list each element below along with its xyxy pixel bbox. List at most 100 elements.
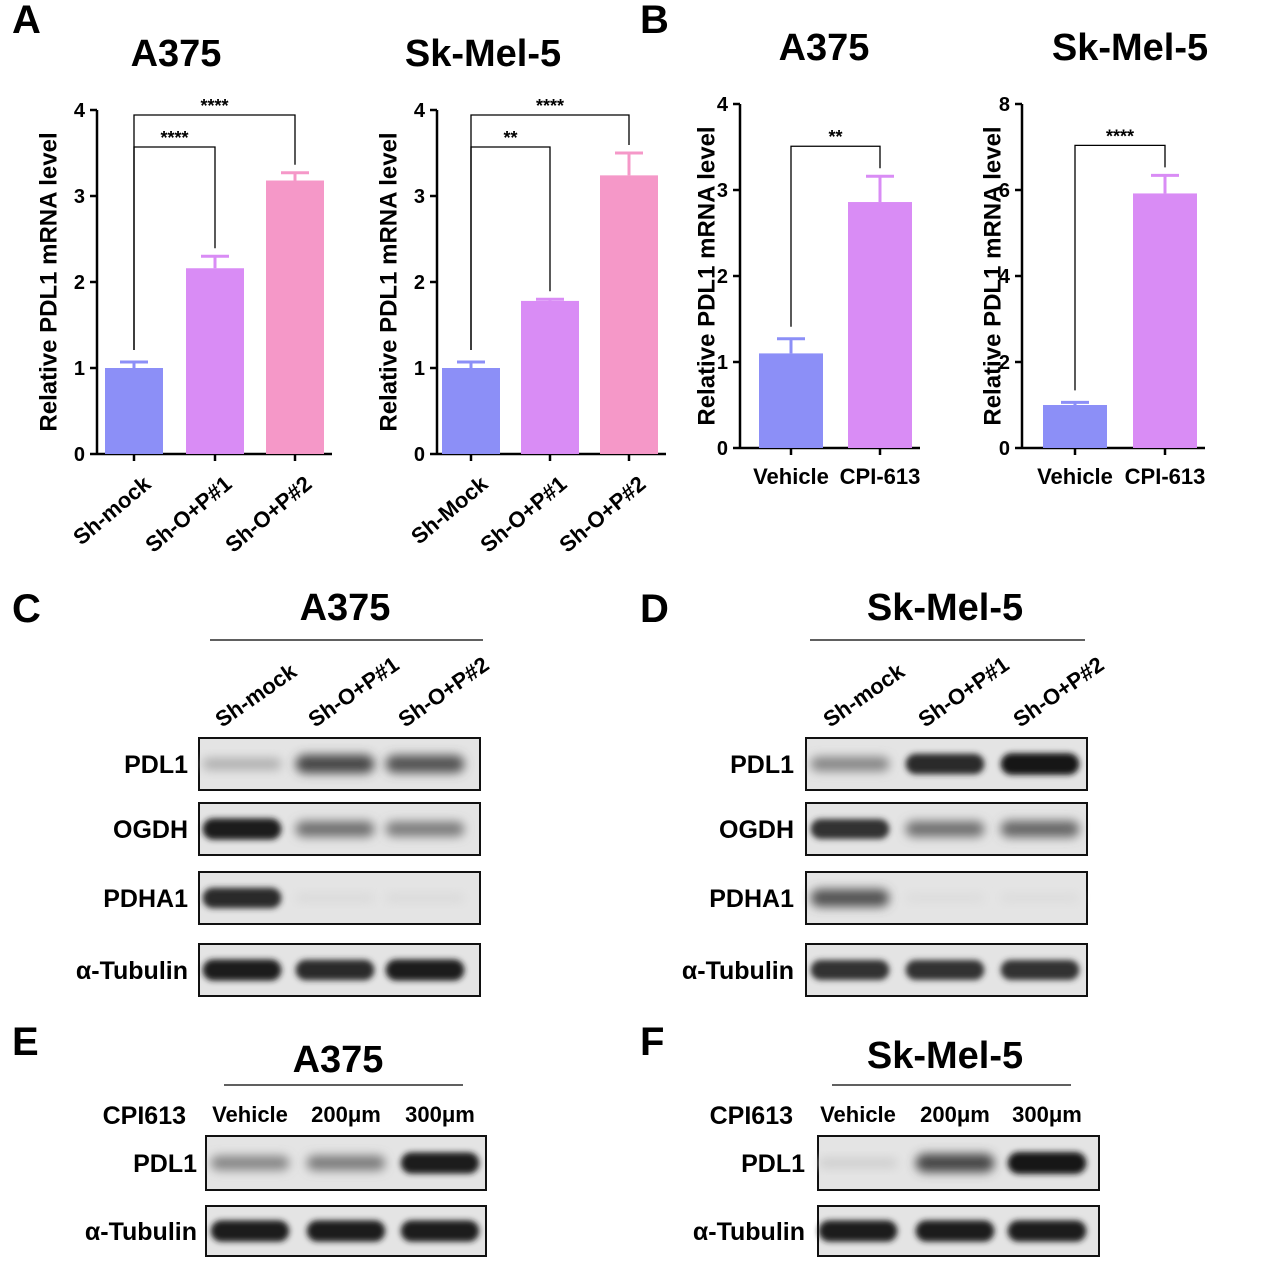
band — [818, 1158, 898, 1168]
band — [1007, 1220, 1087, 1242]
y-tick-label: 0 — [999, 438, 1010, 460]
panel-letter: B — [640, 0, 669, 42]
lane-label: 200μm — [311, 1102, 381, 1127]
y-tick-label: 1 — [74, 358, 85, 380]
y-axis-label: Relative PDL1 mRNA level — [693, 126, 720, 425]
lane-label: Sh-O+P#1 — [304, 652, 404, 732]
panel-letter: E — [12, 1020, 39, 1064]
y-tick-label: 0 — [414, 444, 425, 466]
bar — [1043, 405, 1107, 448]
panel-letter: F — [640, 1020, 664, 1064]
blot-row: α-Tubulin — [85, 1205, 487, 1257]
bar — [521, 300, 579, 454]
lane-label: Vehicle — [820, 1102, 896, 1127]
band — [400, 1152, 480, 1174]
band — [810, 889, 890, 907]
bar — [442, 368, 500, 454]
chart-title: A375 — [131, 33, 222, 75]
x-tick-label: Sh-O+P#1 — [140, 471, 236, 557]
y-tick-label: 4 — [74, 100, 86, 122]
band — [905, 893, 985, 903]
lane-label: Sh-O+P#2 — [394, 652, 494, 732]
lane-label: Vehicle — [212, 1102, 288, 1127]
blot-row: PDHA1 — [103, 871, 481, 925]
blot-title: Sk-Mel-5 — [867, 587, 1023, 629]
lane-label: 300μm — [405, 1102, 475, 1127]
band — [905, 960, 985, 980]
y-axis-label: Relative PDL1 mRNA level — [35, 132, 62, 431]
chart-2: B A375 0 1 2 3 4 Relative PDL1 mRNA level Vehicl… — [640, 0, 920, 489]
chart-1: Sk-Mel-5 0 1 2 3 4 Relative PDL1 mRNA level Sh-… — [375, 33, 666, 557]
chart-title: Sk-Mel-5 — [405, 33, 561, 75]
blot-row: PDL1 — [133, 1135, 487, 1191]
band — [1000, 820, 1080, 838]
row-label: PDHA1 — [709, 885, 794, 913]
significance-label: **** — [160, 128, 188, 148]
blot-row: PDL1 — [124, 737, 481, 791]
row-label: PDL1 — [741, 1150, 805, 1178]
y-tick-label: 2 — [999, 352, 1010, 374]
band — [385, 893, 465, 903]
lane-label: Sh-mock — [211, 658, 302, 732]
band — [202, 887, 282, 909]
band — [385, 959, 465, 981]
blot-panel-C: C A375 Sh-mock Sh-O+P#1Sh-O+P#2 PDL1 OGDH PDHA… — [12, 587, 494, 997]
row-label: PDL1 — [133, 1150, 197, 1178]
significance-label: ** — [828, 127, 842, 147]
panel-letter: A — [12, 0, 41, 42]
y-tick-label: 2 — [717, 266, 728, 288]
band — [295, 959, 375, 981]
band — [385, 821, 465, 837]
band — [202, 959, 282, 981]
band — [202, 818, 282, 840]
band — [210, 1155, 290, 1171]
blot-row: α-Tubulin — [76, 943, 481, 997]
blot-title: A375 — [293, 1039, 384, 1081]
significance-label: **** — [1106, 126, 1134, 146]
row-label: α-Tubulin — [76, 957, 188, 985]
bar — [759, 353, 823, 448]
row-label: OGDH — [113, 816, 188, 844]
chart-title: Sk-Mel-5 — [1052, 27, 1208, 69]
y-tick-label: 3 — [414, 186, 425, 208]
y-tick-label: 2 — [74, 272, 85, 294]
significance-bracket — [1074, 144, 1166, 391]
row-label: OGDH — [719, 816, 794, 844]
band — [385, 755, 465, 773]
panel-letter: C — [12, 587, 41, 631]
lane-label: 300μm — [1012, 1102, 1082, 1127]
x-tick-label: Sh-O+P#2 — [554, 471, 650, 557]
lane-label: Sh-O+P#1 — [914, 652, 1014, 732]
panel-letter: D — [640, 587, 669, 631]
band — [295, 893, 375, 903]
band — [1007, 1152, 1087, 1174]
y-tick-label: 4 — [717, 94, 729, 116]
significance-bracket — [133, 114, 296, 350]
blot-row: OGDH — [113, 802, 481, 856]
band — [810, 756, 890, 772]
y-axis-label: Relative PDL1 mRNA level — [979, 126, 1006, 425]
y-tick-label: 1 — [414, 358, 425, 380]
blot-panel-D: D Sk-Mel-5 Sh-mock Sh-O+P#1Sh-O+P#2 PDL1 OGDH… — [640, 587, 1109, 997]
significance-bracket — [790, 145, 881, 327]
blot-title: Sk-Mel-5 — [867, 1035, 1023, 1077]
band — [295, 821, 375, 837]
band — [1000, 893, 1080, 903]
bar — [186, 268, 244, 454]
band — [905, 753, 985, 775]
row-label: α-Tubulin — [693, 1218, 805, 1246]
significance-label: ** — [503, 128, 517, 148]
y-tick-label: 4 — [414, 100, 426, 122]
y-tick-label: 1 — [717, 352, 728, 374]
y-tick-label: 0 — [717, 438, 728, 460]
band — [1000, 960, 1080, 980]
x-tick-label: Vehicle — [1037, 464, 1113, 489]
band — [810, 960, 890, 980]
lane-label: Sh-O+P#2 — [1009, 652, 1109, 732]
row-label: PDL1 — [124, 751, 188, 779]
significance-label: **** — [536, 96, 564, 116]
x-tick-label: CPI-613 — [840, 464, 921, 489]
